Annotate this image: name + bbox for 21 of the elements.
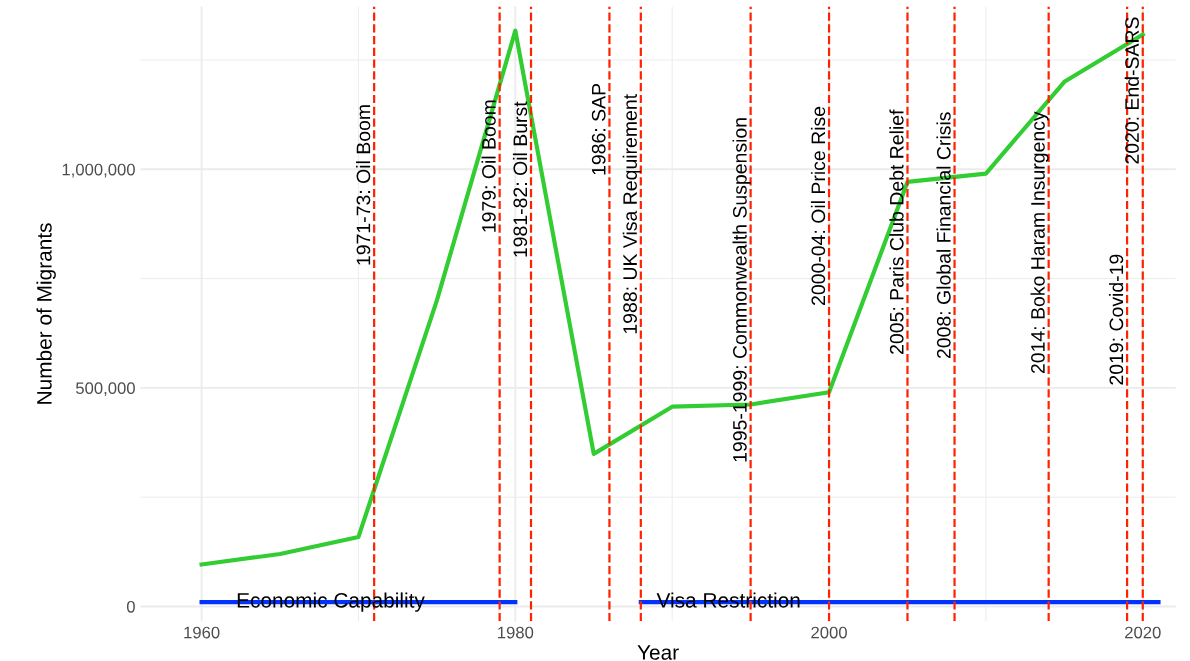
annotation: 1995-1999: Commonwealth Suspension — [732, 118, 751, 462]
annotation: 1979: Oil Boom — [481, 100, 496, 232]
annotation: 1981-82: Oil Burst — [512, 101, 528, 257]
x-tick-label: 1960 — [184, 626, 220, 639]
x-tick-label: 1980 — [498, 626, 534, 639]
annotation: 1971-73: Oil Boom — [356, 105, 371, 265]
annotation: 2008: Global Financial Crisis — [936, 112, 951, 359]
annotation: 1986: SAP — [591, 84, 606, 175]
x-tick-label: 2020 — [1125, 626, 1161, 639]
annotation: 2020: End-SARS — [1124, 17, 1139, 164]
x-axis-title: Year — [637, 645, 679, 660]
annotation: 2014: Boko Haram Insurgency — [1030, 111, 1049, 374]
y-tick-label: 0 — [126, 600, 135, 613]
annotation: 2005: Paris Club Debt Relief — [889, 109, 904, 354]
annotation: 1988: UK Visa Requirement — [622, 94, 641, 334]
y-axis-title: Number of Migrants — [36, 223, 56, 404]
annotation: 2000-04: Oil Price Rise — [810, 106, 826, 305]
annotation: 2019: Covid-19 — [1108, 254, 1124, 385]
x-tick-label: 2000 — [811, 626, 847, 639]
y-tick-label: 1,000,000 — [62, 163, 135, 178]
y-tick-label: 500,000 — [75, 382, 135, 397]
